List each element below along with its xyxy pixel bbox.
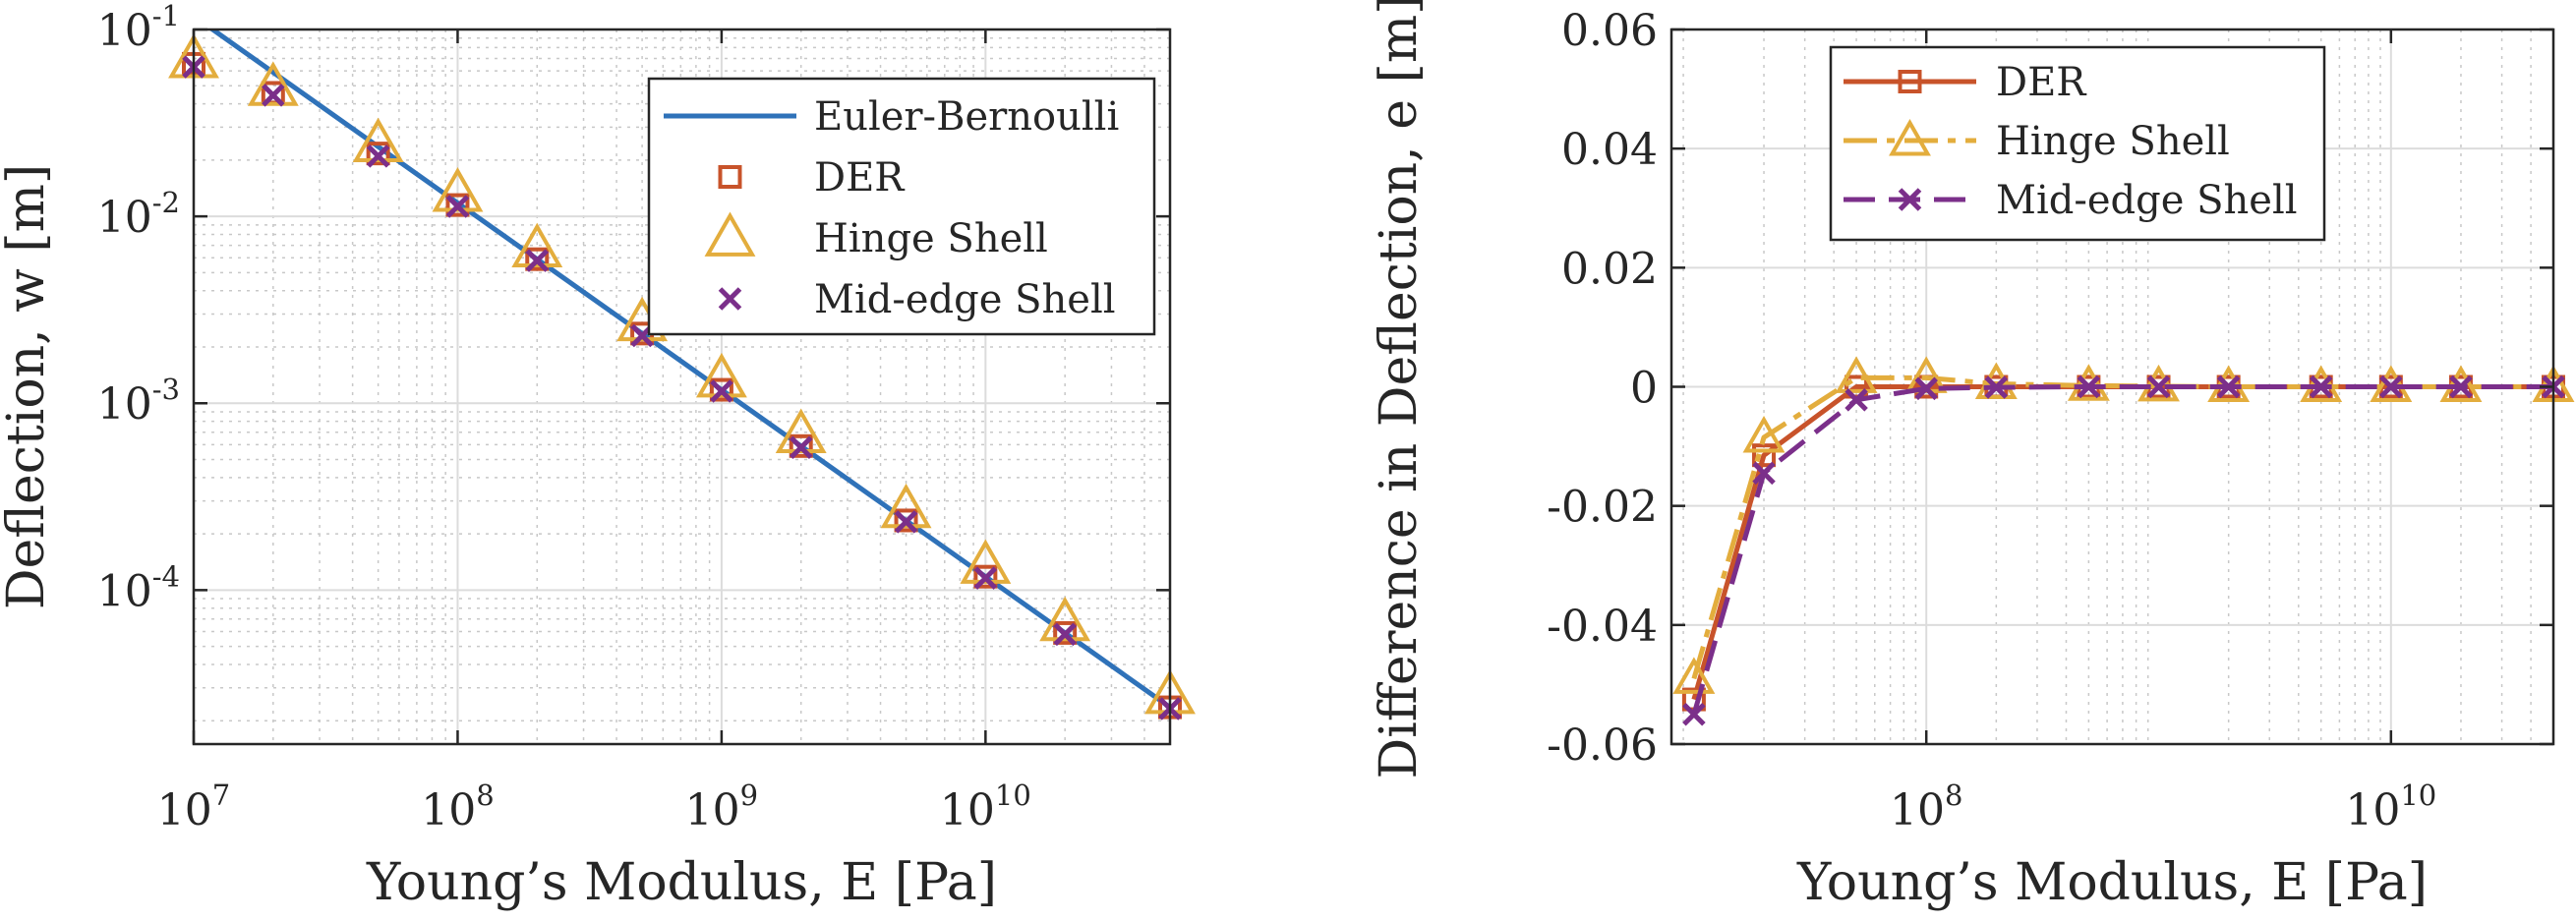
- deflection-legend-marker: [718, 165, 742, 189]
- difference-y-tick-label: -0.02: [1547, 483, 1658, 533]
- difference-y-tick-label: 0.04: [1561, 125, 1658, 175]
- difference-y-tick-label: -0.06: [1547, 720, 1658, 771]
- deflection-data-point: [894, 510, 918, 534]
- deflection-data-point: [960, 539, 1012, 584]
- deflection-legend-label: Mid-edge Shell: [814, 277, 1116, 322]
- deflection-data-point: [775, 408, 827, 453]
- deflection-chart: 107 108 109 1010 10-1 10-2 10-3 10-4 Young’s Mod…: [0, 0, 1196, 912]
- deflection-data-point: [789, 435, 813, 459]
- deflection-data-point: [525, 249, 550, 272]
- deflection-x-tick-label: 107: [157, 778, 230, 836]
- deflection-legend-label: Hinge Shell: [814, 216, 1048, 261]
- deflection-data-point: [709, 377, 733, 402]
- difference-ticks: 108 1010 0.06 0.04 0.02 0 -0.02 -0.04 -0.06: [1547, 6, 2553, 836]
- difference-legend-label: DER: [1996, 60, 2087, 105]
- deflection-legend-label: Euler-Bernoulli: [814, 94, 1119, 140]
- difference-y-tick-label: 0.02: [1561, 244, 1658, 294]
- difference-data-point: [2077, 375, 2101, 399]
- deflection-y-tick-label: 10-2: [97, 186, 180, 243]
- deflection-data-point: [262, 84, 285, 107]
- difference-y-tick-label: 0.06: [1561, 6, 1658, 56]
- deflection-data-point: [789, 433, 813, 458]
- difference-x-tick-label: 108: [1890, 778, 1962, 836]
- deflection-data-point: [525, 247, 550, 271]
- difference-legend-entry: DER: [1844, 60, 2087, 105]
- deflection-data-point: [973, 566, 998, 590]
- deflection-data-point: [973, 564, 998, 589]
- difference-legend-entry: Mid-edge Shell: [1844, 178, 2298, 223]
- deflection-legend-entry: Mid-edge Shell: [718, 277, 1116, 322]
- deflection-y-axis-label: Deflection, w [m]: [0, 164, 56, 609]
- deflection-legend-entry: Euler-Bernoulli: [664, 94, 1119, 140]
- deflection-data-point: [366, 144, 390, 168]
- deflection-data-point: [352, 117, 404, 163]
- deflection-data-point: [695, 352, 747, 398]
- difference-data-point: [2137, 364, 2180, 402]
- deflection-legend-marker: [704, 211, 756, 257]
- difference-data-point: [2379, 375, 2403, 399]
- difference-legend-marker: [1889, 118, 1931, 156]
- difference-data-point: [1914, 376, 1938, 401]
- deflection-axes-box: [192, 28, 1172, 746]
- difference-data-point: [1672, 657, 1716, 694]
- difference-data-point: [1984, 375, 2009, 399]
- deflection-data-point: [1053, 620, 1078, 645]
- deflection-y-tick-label: 10-3: [97, 373, 180, 430]
- deflection-data-point: [247, 61, 299, 106]
- difference-legend-marker: [1898, 188, 1922, 211]
- deflection-x-tick-label: 108: [421, 778, 494, 836]
- deflection-data-point: [710, 379, 733, 403]
- deflection-legend: Euler-Bernoulli DER Hinge Shell Mid-edge Sh…: [647, 77, 1156, 336]
- difference-data-point: [1835, 356, 1878, 393]
- deflection-legend-label: DER: [814, 155, 906, 201]
- difference-legend-entry: Hinge Shell: [1844, 118, 2230, 164]
- deflection-data-point: [1039, 596, 1091, 642]
- difference-x-axis-label: Young’s Modulus, E [Pa]: [1796, 853, 2428, 912]
- difference-legend-label: Hinge Shell: [1996, 119, 2230, 164]
- deflection-data-point: [445, 193, 470, 217]
- deflection-data-point: [445, 195, 470, 218]
- difference-data-point: [2449, 375, 2473, 399]
- difference-x-tick-label: 1010: [2345, 778, 2436, 836]
- difference-legend-marker: [1898, 70, 1922, 93]
- deflection-legend-marker: [718, 287, 742, 311]
- difference-y-axis-label: Difference in Deflection, e [m]: [1370, 0, 1429, 778]
- difference-data-point: [1752, 461, 1776, 486]
- deflection-legend-entry: DER: [718, 155, 906, 201]
- deflection-ticks: 107 108 109 1010 10-1 10-2 10-3 10-4: [97, 0, 1170, 836]
- deflection-series-euler-bernoulli: [207, 29, 1170, 710]
- difference-data-point: [2309, 375, 2333, 399]
- deflection-series-line: [207, 29, 1170, 710]
- difference-legend-label: Mid-edge Shell: [1996, 178, 2298, 223]
- difference-data-point: [2067, 364, 2110, 401]
- difference-data-point: [1844, 388, 1868, 412]
- deflection-y-tick-label: 10-1: [97, 0, 180, 56]
- deflection-data-point: [880, 483, 932, 529]
- deflection-y-tick-label: 10-4: [97, 559, 180, 616]
- deflection-x-tick-label: 1010: [940, 778, 1031, 836]
- difference-legend: DER Hinge Shell Mid-edge Shell: [1829, 45, 2326, 242]
- deflection-data-point: [894, 508, 918, 533]
- deflection-legend-box: [647, 77, 1156, 336]
- deflection-legend-entry: Hinge Shell: [704, 211, 1048, 261]
- deflection-x-axis-label: Young’s Modulus, E [Pa]: [366, 853, 997, 912]
- deflection-data-point: [511, 222, 563, 268]
- difference-data-point: [2216, 375, 2241, 399]
- difference-y-tick-label: -0.04: [1547, 602, 1658, 652]
- difference-data-point: [1742, 415, 1786, 453]
- difference-y-tick-label: 0: [1630, 364, 1658, 414]
- difference-series-mid-edge-shell: [1682, 375, 2565, 726]
- difference-data-point: [1682, 702, 1706, 726]
- deflection-x-tick-label: 109: [685, 778, 758, 836]
- difference-series-line: [1691, 384, 2553, 716]
- difference-data-point: [1752, 443, 1777, 468]
- difference-data-point: [2146, 375, 2171, 399]
- difference-chart: 108 1010 0.06 0.04 0.02 0 -0.02 -0.04 -0.06 Young…: [1370, 0, 2575, 912]
- deflection-data-point: [366, 142, 390, 166]
- deflection-data-point: [1053, 622, 1077, 647]
